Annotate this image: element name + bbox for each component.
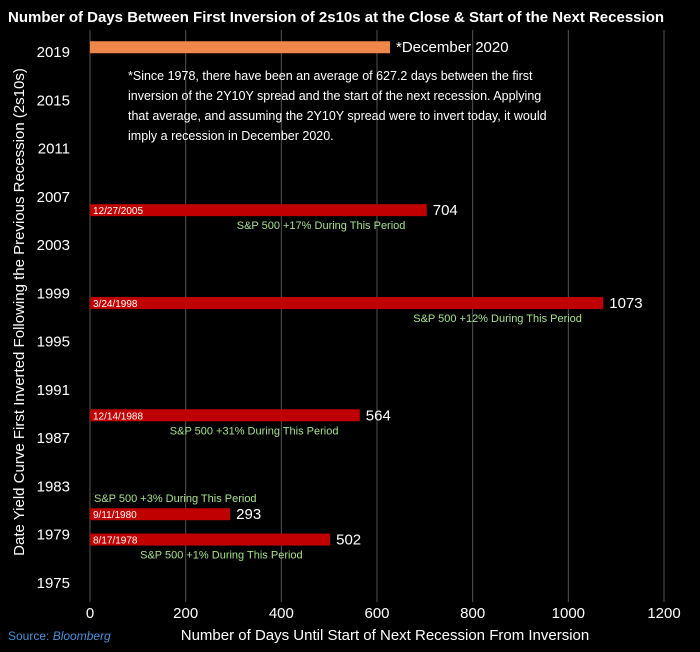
annotation-line: that average, and assuming the 2Y10Y spr… bbox=[128, 109, 547, 123]
bar-value-label: 564 bbox=[366, 407, 391, 424]
sp500-note: S&P 500 +17% During This Period bbox=[237, 220, 406, 232]
sp500-note: S&P 500 +1% During This Period bbox=[140, 550, 303, 562]
y-tick-label: 1975 bbox=[37, 575, 70, 592]
x-tick-label: 800 bbox=[460, 605, 485, 622]
sp500-note: S&P 500 +3% During This Period bbox=[94, 493, 257, 505]
x-tick-label: 0 bbox=[86, 605, 94, 622]
bar-date-label: 12/14/1988 bbox=[93, 411, 143, 422]
source-note: Source: Bloomberg bbox=[8, 629, 111, 643]
source-label: Source: bbox=[8, 629, 53, 643]
average-annotation: *Since 1978, there have been an average … bbox=[128, 69, 547, 143]
y-tick-label: 2015 bbox=[37, 92, 70, 109]
bar-value-label: 1073 bbox=[609, 295, 642, 312]
bar bbox=[90, 204, 427, 217]
y-tick-label: 1983 bbox=[37, 478, 70, 495]
bar-value-label: 502 bbox=[336, 532, 361, 549]
y-tick-label: 1991 bbox=[37, 382, 70, 399]
y-tick-label: 2011 bbox=[38, 141, 70, 158]
bars: 8/17/1978 502 S&P 500 +1% During This Peri… bbox=[90, 39, 643, 562]
y-tick-label: 1987 bbox=[37, 430, 70, 447]
annotation-line: inversion of the 2Y10Y spread and the st… bbox=[128, 89, 541, 103]
y-tick-label: 1979 bbox=[37, 527, 70, 544]
bar-value-label: *December 2020 bbox=[396, 39, 509, 56]
x-tick-label: 600 bbox=[364, 605, 389, 622]
bar-date-label: 8/17/1978 bbox=[93, 536, 138, 547]
x-axis: 0 200 400 600 800 1000 1200 bbox=[86, 605, 681, 622]
annotation-line: *Since 1978, there have been an average … bbox=[128, 69, 533, 83]
y-tick-label: 1995 bbox=[37, 334, 70, 351]
x-axis-label: Number of Days Until Start of Next Reces… bbox=[181, 627, 589, 644]
y-tick-label: 2007 bbox=[37, 189, 70, 206]
bar-date-label: 9/11/1980 bbox=[93, 510, 137, 521]
bar-date-label: 12/27/2005 bbox=[93, 206, 143, 217]
bar bbox=[90, 297, 604, 310]
x-tick-label: 1000 bbox=[552, 605, 585, 622]
grid bbox=[89, 30, 665, 602]
y-tick-label: 2003 bbox=[37, 237, 70, 254]
x-tick-label: 400 bbox=[269, 605, 294, 622]
y-axis-label: Date Yield Curve First Inverted Followin… bbox=[11, 68, 28, 556]
source-name: Bloomberg bbox=[53, 629, 111, 643]
bar-date-label: 3/24/1998 bbox=[93, 299, 138, 310]
annotation-line: imply a recession in December 2020. bbox=[128, 129, 334, 143]
bar bbox=[90, 508, 231, 521]
chart-title: Number of Days Between First Inversion o… bbox=[8, 9, 664, 26]
bar bbox=[90, 409, 360, 422]
y-axis: 1975 1979 1983 1987 1991 1995 1999 2003 2007 2011… bbox=[37, 44, 70, 592]
sp500-note: S&P 500 +31% During This Period bbox=[170, 425, 339, 437]
bar bbox=[90, 533, 331, 546]
x-tick-label: 1200 bbox=[647, 605, 680, 622]
bar bbox=[90, 41, 391, 54]
y-tick-label: 2019 bbox=[37, 44, 70, 61]
bar-value-label: 293 bbox=[236, 506, 261, 523]
x-tick-label: 200 bbox=[173, 605, 198, 622]
y-tick-label: 1999 bbox=[37, 285, 70, 302]
sp500-note: S&P 500 +12% During This Period bbox=[413, 313, 582, 325]
bar-value-label: 704 bbox=[433, 202, 458, 219]
